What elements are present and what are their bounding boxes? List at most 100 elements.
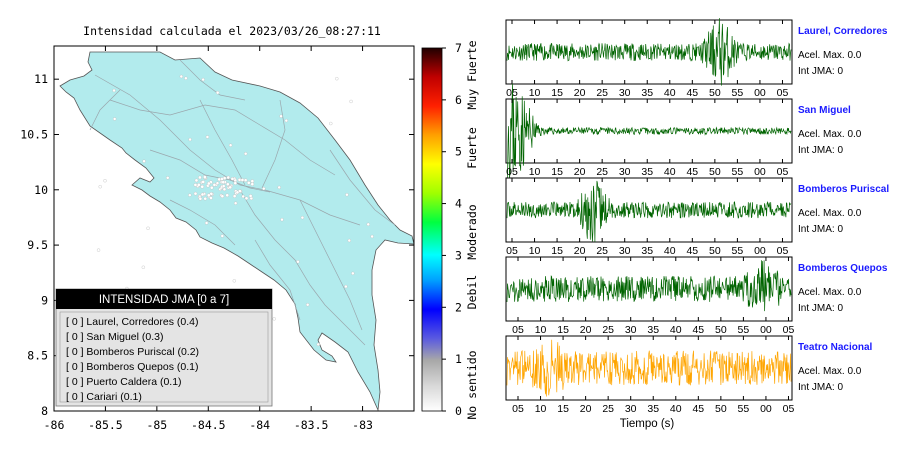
waveform-tick-label: 30 — [625, 403, 637, 415]
station-dot — [207, 181, 211, 186]
station-dot — [113, 117, 117, 121]
station-dot — [243, 178, 248, 182]
waveform-trace — [506, 260, 792, 312]
waveform-tick-label: 35 — [641, 245, 653, 257]
map-y-tick-label: 9 — [41, 293, 48, 307]
road-line — [199, 99, 246, 186]
station-dot — [209, 196, 213, 200]
station-dot — [200, 192, 205, 197]
station-dot — [244, 152, 248, 156]
legend: INTENSIDAD JMA [0 a 7] [ 0 ] Laurel, Cor… — [55, 288, 273, 407]
waveform-tick-label: 10 — [529, 166, 541, 178]
station-dot — [220, 234, 224, 238]
colorbar-label: Debil — [465, 275, 479, 310]
waveform-xlabel: Tiempo (s) — [620, 418, 675, 430]
map-title: Intensidad calculada el 2023/03/26_08:27… — [83, 24, 381, 38]
station-dot — [345, 193, 349, 197]
waveform-tick-label: 10 — [535, 403, 547, 415]
station-dot — [230, 177, 235, 181]
waveform-tick-label: 05 — [506, 245, 518, 257]
map-x-tick-label: -83 — [352, 418, 373, 432]
station-int-jma: Int JMA: 0 — [798, 145, 843, 156]
station-dot — [280, 218, 284, 222]
station-dot — [240, 178, 245, 182]
waveform-tick-label: 35 — [641, 87, 653, 99]
colorbar-labels: No sentido Debil Moderado Fuerte Muy Fuerte — [465, 40, 479, 419]
waveform-tick-label: 05 — [777, 87, 789, 99]
station-dot — [370, 234, 374, 239]
station-dot — [228, 143, 233, 147]
waveform-tick-label: 55 — [732, 166, 744, 178]
station-dot — [248, 194, 253, 198]
colorbar-gradient — [421, 47, 443, 412]
waveform-tick-label: 55 — [732, 245, 744, 257]
colorbar-tick-label: 7 — [455, 41, 462, 55]
station-dot — [205, 135, 210, 139]
waveform-tick-label: 40 — [670, 324, 682, 336]
waveform-tick-label: 10 — [529, 245, 541, 257]
station-int-jma: Int JMA: 0 — [798, 224, 843, 235]
waveform-tick-label: 00 — [760, 324, 772, 336]
waveform-tick-label: 15 — [557, 403, 569, 415]
station-dot — [300, 215, 305, 220]
waveform-tick-label: 20 — [580, 403, 592, 415]
colorbar-label: Moderado — [465, 204, 479, 259]
station-dot — [221, 180, 225, 184]
station-name: Bomberos Puriscal — [798, 184, 889, 195]
roads-layer — [89, 59, 396, 346]
station-dot — [96, 248, 101, 252]
map-x-tick-label: -86 — [44, 418, 65, 432]
waveform-tick-label: 50 — [709, 166, 721, 178]
road-line — [299, 199, 363, 331]
waveform-tick-label: 45 — [686, 166, 698, 178]
station-dot — [198, 175, 202, 180]
station-dot — [225, 193, 229, 198]
waveform-tick-label: 20 — [574, 245, 586, 257]
station-dot — [226, 175, 231, 180]
station-dot — [194, 178, 199, 183]
waveform-trace — [506, 18, 792, 86]
station-dot — [272, 317, 276, 321]
legend-item: [ 0 ] Puerto Caldera (0.1) — [66, 376, 182, 388]
waveform-tick-label: 05 — [512, 403, 524, 415]
colorbar-label: Fuerte — [465, 127, 479, 169]
waveform-tick-label: 50 — [715, 324, 727, 336]
waveform-tick-label: 10 — [529, 87, 541, 99]
waveform-tick-label: 15 — [551, 245, 563, 257]
station-dot — [184, 76, 188, 80]
station-dot — [207, 193, 211, 198]
waveform-tick-label: 00 — [754, 245, 766, 257]
waveform-tick-label: 25 — [596, 166, 608, 178]
waveform-tick-label: 00 — [754, 166, 766, 178]
waveform-tick-label: 45 — [692, 324, 704, 336]
station-dot — [347, 238, 351, 243]
waveform-trace — [506, 83, 792, 181]
station-accel: Acel. Max. 0.0 — [798, 287, 862, 298]
waveform-tick-label: 10 — [535, 324, 547, 336]
station-dot — [316, 342, 320, 347]
station-dot — [166, 176, 170, 180]
waveform-panels: 05 10 15 20 25 30 35 40 45 50 55 00 05 Laurel, Corred… — [505, 18, 889, 415]
station-dot — [284, 118, 288, 123]
station-dot — [212, 183, 217, 187]
costa-rica-land — [59, 51, 415, 412]
station-dot — [188, 193, 192, 197]
station-dot — [250, 179, 255, 183]
map-frame — [53, 45, 415, 412]
station-dot — [188, 137, 192, 142]
legend-item: [ 0 ] Cariari (0.1) — [66, 391, 142, 403]
waveform-tick-label: 40 — [670, 403, 682, 415]
station-dot — [241, 194, 245, 199]
station-dot — [335, 77, 339, 81]
station-dot — [142, 159, 146, 163]
waveform-tick-label: 45 — [692, 403, 704, 415]
waveform-tick-label: 15 — [551, 87, 563, 99]
road-line — [109, 99, 336, 176]
waveform-trace — [506, 180, 792, 242]
station-accel: Acel. Max. 0.0 — [798, 129, 862, 140]
station-dot — [216, 90, 220, 95]
station-dot — [250, 182, 255, 186]
legend-item: [ 0 ] Laurel, Corredores (0.4) — [66, 316, 198, 328]
station-dot — [349, 99, 353, 104]
